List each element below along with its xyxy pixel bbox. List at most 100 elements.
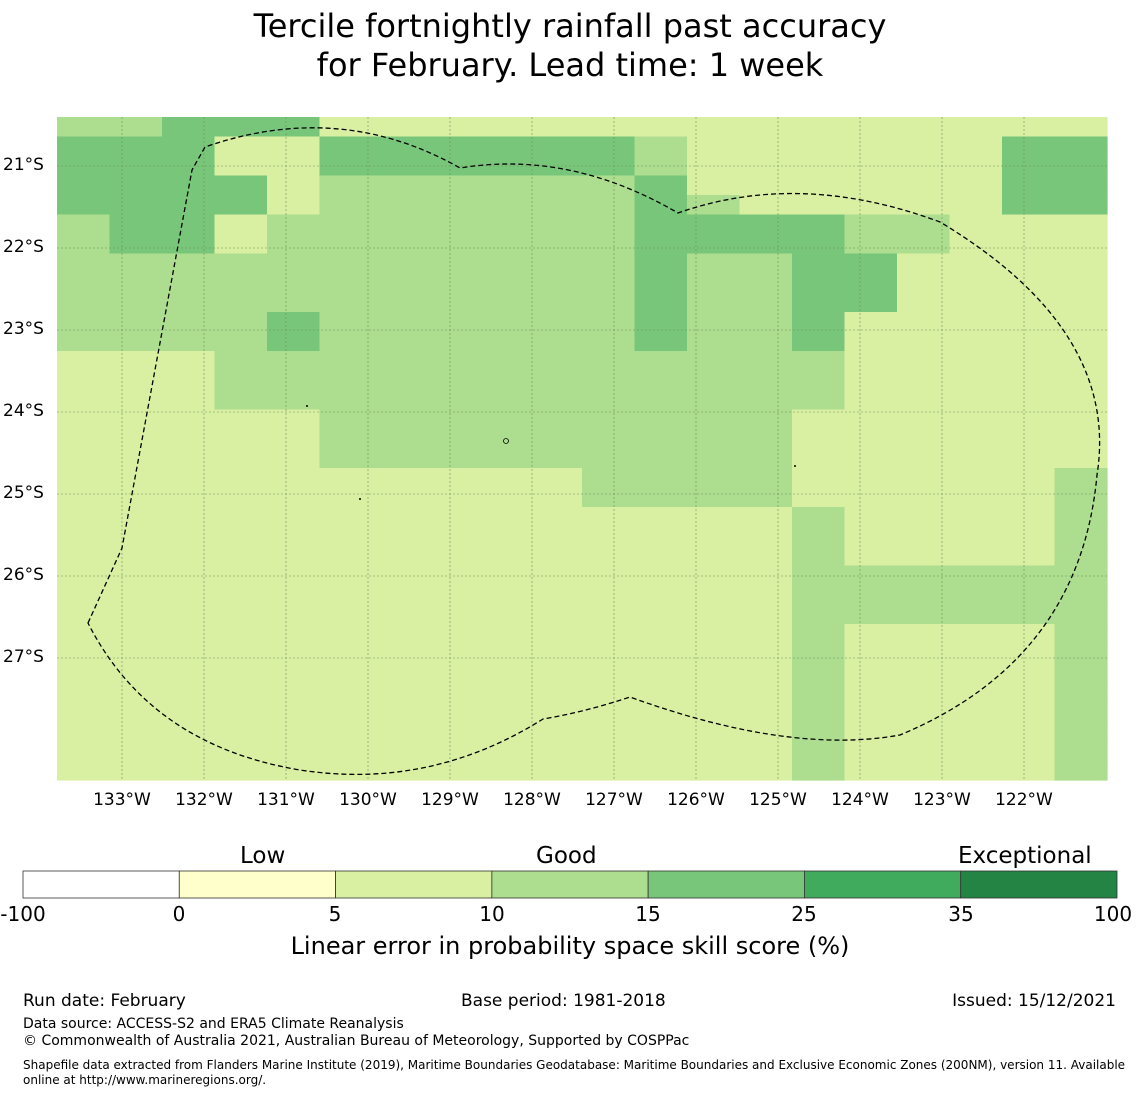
issued-date: Issued: 15/12/2021	[952, 991, 1116, 1011]
grid-cell	[267, 370, 321, 391]
grid-cell	[109, 370, 163, 391]
grid-cell	[57, 429, 111, 450]
grid-cell	[162, 312, 216, 333]
grid-cell	[582, 468, 636, 489]
grid-cell	[792, 507, 846, 528]
grid-cell	[634, 175, 688, 196]
grid-cell	[949, 214, 1003, 235]
grid-cell	[372, 195, 426, 216]
grid-cell	[424, 448, 478, 469]
grid-cell	[57, 604, 111, 625]
grid-cell	[529, 409, 583, 430]
grid-cell	[109, 312, 163, 333]
grid-cell	[634, 721, 688, 742]
lon-label: 127°W	[585, 790, 643, 810]
grid-cell	[267, 604, 321, 625]
colorbar-label-exceptional: Exceptional	[958, 843, 1092, 869]
grid-cell	[57, 760, 111, 781]
grid-cell	[109, 390, 163, 411]
grid-cell	[477, 682, 531, 703]
grid-cell	[949, 448, 1003, 469]
grid-cell	[739, 663, 793, 684]
grid-cell	[109, 351, 163, 372]
grid-cell	[844, 546, 898, 567]
grid-cell	[267, 390, 321, 411]
grid-cell	[477, 409, 531, 430]
grid-cell	[792, 390, 846, 411]
grid-cell	[267, 487, 321, 508]
grid-cell	[529, 156, 583, 177]
grid-cell	[687, 663, 741, 684]
grid-cell	[109, 331, 163, 352]
grid-cell	[949, 390, 1003, 411]
grid-cell	[162, 702, 216, 723]
grid-cell	[109, 624, 163, 645]
grid-cell	[319, 136, 373, 157]
grid-cell	[109, 292, 163, 313]
grid-cell	[634, 117, 688, 138]
grid-cell	[267, 273, 321, 294]
grid-cell	[162, 351, 216, 372]
grid-cell	[214, 682, 268, 703]
grid-cell	[634, 507, 688, 528]
grid-cell	[424, 331, 478, 352]
grid-cell	[162, 468, 216, 489]
grid-cell	[267, 643, 321, 664]
grid-cell	[1054, 292, 1108, 313]
grid-cell	[529, 604, 583, 625]
grid-cell	[424, 604, 478, 625]
grid-cell	[897, 117, 951, 138]
grid-cell	[477, 156, 531, 177]
grid-cell	[109, 136, 163, 157]
grid-cell	[1054, 429, 1108, 450]
grid-cell	[634, 565, 688, 586]
grid-cell	[687, 487, 741, 508]
grid-cell	[162, 156, 216, 177]
grid-cell	[424, 663, 478, 684]
grid-cell	[949, 643, 1003, 664]
grid-cell	[372, 565, 426, 586]
colorbar-axis-label: Linear error in probability space skill …	[290, 932, 850, 960]
grid-cell	[372, 468, 426, 489]
grid-cell	[214, 468, 268, 489]
grid-cell	[214, 136, 268, 157]
grid-cell	[162, 429, 216, 450]
grid-cell	[214, 273, 268, 294]
grid-cell	[319, 741, 373, 762]
grid-cell	[739, 682, 793, 703]
grid-cell	[1002, 760, 1056, 781]
grid-cell	[477, 487, 531, 508]
grid-cell	[582, 507, 636, 528]
colorbar-tick: 10	[479, 902, 505, 926]
grid-cell	[477, 721, 531, 742]
grid-cell	[1054, 565, 1108, 586]
grid-cell	[739, 312, 793, 333]
grid-cell	[739, 468, 793, 489]
grid-cell	[792, 195, 846, 216]
grid-cell	[792, 663, 846, 684]
grid-cell	[634, 273, 688, 294]
grid-cell	[792, 253, 846, 274]
grid-cell	[949, 253, 1003, 274]
grid-cell	[897, 214, 951, 235]
grid-cell	[1054, 117, 1108, 138]
grid-cell	[1054, 253, 1108, 274]
grid-cell	[109, 468, 163, 489]
grid-cell	[1002, 721, 1056, 742]
grid-cell	[57, 565, 111, 586]
grid-cell	[792, 546, 846, 567]
grid-cell	[897, 448, 951, 469]
grid-cell	[214, 585, 268, 606]
grid-cell	[424, 214, 478, 235]
grid-cell	[372, 117, 426, 138]
grid-cell	[214, 604, 268, 625]
longitude-labels: 133°W 132°W 131°W 130°W 129°W 128°W 127°…	[93, 790, 1053, 810]
grid-cell	[1054, 487, 1108, 508]
grid-cell	[319, 292, 373, 313]
grid-cell	[477, 585, 531, 606]
grid-cell	[424, 546, 478, 567]
grid-cell	[529, 292, 583, 313]
grid-cell	[57, 136, 111, 157]
grid-cell	[897, 682, 951, 703]
grid-cell	[162, 663, 216, 684]
